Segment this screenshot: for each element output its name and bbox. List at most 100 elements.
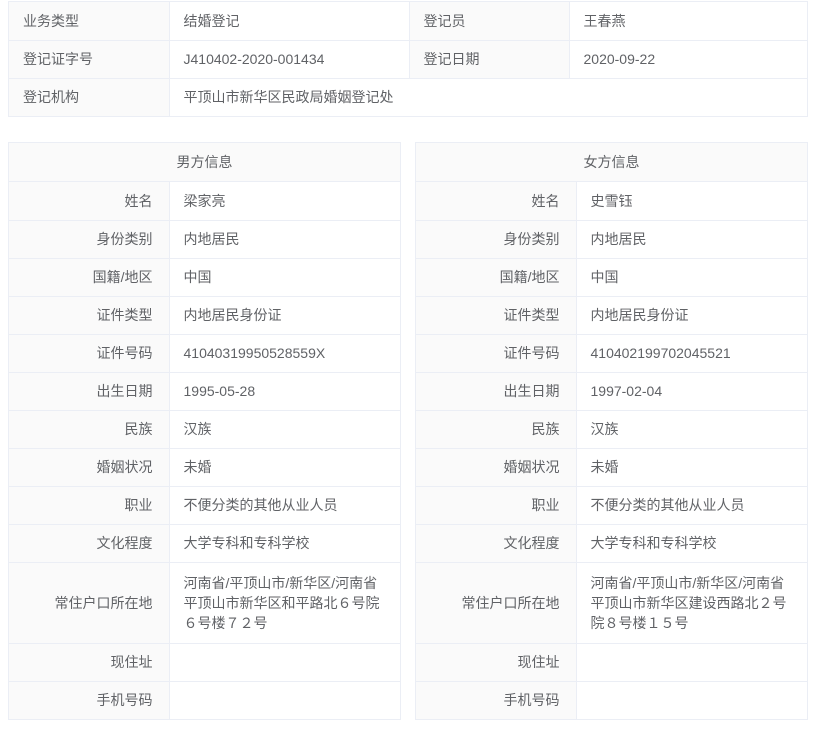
male-value-id-number: 41040319950528559X: [169, 334, 400, 373]
table-row: 文化程度 大学专科和专科学校: [416, 524, 807, 563]
table-row: 姓名 史雪钰: [416, 182, 807, 221]
table-row: 常住户口所在地 河南省/平顶山市/新华区/河南省平顶山市新华区建设西路北２号院８…: [416, 562, 807, 644]
table-row: 身份类别 内地居民: [416, 220, 807, 259]
table-row: 国籍/地区 中国: [9, 258, 400, 297]
table-row: 婚姻状况 未婚: [416, 448, 807, 487]
male-value-current-address: [169, 643, 400, 682]
table-row: 文化程度 大学专科和专科学校: [9, 524, 400, 563]
table-row: 手机号码: [416, 681, 807, 720]
male-value-identity-type: 内地居民: [169, 220, 400, 259]
female-label-mobile-number: 手机号码: [416, 681, 577, 720]
summary-label-agency: 登记机构: [9, 78, 170, 117]
female-value-name: 史雪钰: [576, 182, 807, 221]
summary-label-register-date: 登记日期: [409, 40, 570, 79]
female-label-occupation: 职业: [416, 486, 577, 525]
table-row: 登记证字号 J410402-2020-001434 登记日期 2020-09-2…: [9, 40, 807, 79]
female-value-household-address: 河南省/平顶山市/新华区/河南省平顶山市新华区建设西路北２号院８号楼１５号: [576, 562, 807, 644]
male-panel-title: 男方信息: [9, 143, 400, 182]
female-label-birth-date: 出生日期: [416, 372, 577, 411]
female-value-marital-status: 未婚: [576, 448, 807, 487]
female-label-current-address: 现住址: [416, 643, 577, 682]
male-label-occupation: 职业: [9, 486, 170, 525]
summary-value-certificate-no: J410402-2020-001434: [169, 40, 410, 79]
table-row: 现住址: [9, 643, 400, 682]
female-label-name: 姓名: [416, 182, 577, 221]
table-row: 出生日期 1997-02-04: [416, 372, 807, 411]
table-row: 职业 不便分类的其他从业人员: [416, 486, 807, 525]
male-label-id-doc-type: 证件类型: [9, 296, 170, 335]
male-label-id-number: 证件号码: [9, 334, 170, 373]
table-row: 证件类型 内地居民身份证: [416, 296, 807, 335]
table-row: 职业 不便分类的其他从业人员: [9, 486, 400, 525]
table-row: 姓名 梁家亮: [9, 182, 400, 221]
male-value-occupation: 不便分类的其他从业人员: [169, 486, 400, 525]
table-row: 证件号码 41040319950528559X: [9, 334, 400, 373]
male-label-name: 姓名: [9, 182, 170, 221]
male-label-identity-type: 身份类别: [9, 220, 170, 259]
table-row: 现住址: [416, 643, 807, 682]
female-label-id-number: 证件号码: [416, 334, 577, 373]
male-label-nationality: 国籍/地区: [9, 258, 170, 297]
summary-value-register-date: 2020-09-22: [569, 40, 807, 79]
male-value-household-address: 河南省/平顶山市/新华区/河南省平顶山市新华区和平路北６号院６号楼７２号: [169, 562, 400, 644]
female-value-identity-type: 内地居民: [576, 220, 807, 259]
summary-label-registrar: 登记员: [409, 2, 570, 41]
female-label-education: 文化程度: [416, 524, 577, 563]
female-value-nationality: 中国: [576, 258, 807, 297]
table-row: 登记机构 平顶山市新华区民政局婚姻登记处: [9, 78, 807, 117]
table-row: 出生日期 1995-05-28: [9, 372, 400, 411]
male-label-household-address: 常住户口所在地: [9, 562, 170, 644]
male-value-marital-status: 未婚: [169, 448, 400, 487]
female-value-occupation: 不便分类的其他从业人员: [576, 486, 807, 525]
party-detail-panels: 男方信息 姓名 梁家亮 身份类别 内地居民 国籍/地区 中国 证件类型 内地居民…: [0, 142, 817, 720]
female-label-marital-status: 婚姻状况: [416, 448, 577, 487]
female-label-id-doc-type: 证件类型: [416, 296, 577, 335]
table-row: 国籍/地区 中国: [416, 258, 807, 297]
table-row: 民族 汉族: [416, 410, 807, 449]
male-value-id-doc-type: 内地居民身份证: [169, 296, 400, 335]
female-info-grid: 姓名 史雪钰 身份类别 内地居民 国籍/地区 中国 证件类型 内地居民身份证 证…: [416, 182, 807, 720]
female-label-identity-type: 身份类别: [416, 220, 577, 259]
female-label-household-address: 常住户口所在地: [416, 562, 577, 644]
male-label-birth-date: 出生日期: [9, 372, 170, 411]
male-label-current-address: 现住址: [9, 643, 170, 682]
male-value-nationality: 中国: [169, 258, 400, 297]
table-row: 婚姻状况 未婚: [9, 448, 400, 487]
summary-label-certificate-no: 登记证字号: [9, 40, 170, 79]
summary-value-business-type: 结婚登记: [169, 2, 410, 41]
male-value-birth-date: 1995-05-28: [169, 372, 400, 411]
table-row: 民族 汉族: [9, 410, 400, 449]
female-value-id-number: 410402199702045521: [576, 334, 807, 373]
male-value-ethnicity: 汉族: [169, 410, 400, 449]
male-label-mobile-number: 手机号码: [9, 681, 170, 720]
summary-value-registrar: 王春燕: [569, 2, 807, 41]
female-value-education: 大学专科和专科学校: [576, 524, 807, 563]
table-row: 身份类别 内地居民: [9, 220, 400, 259]
summary-value-agency: 平顶山市新华区民政局婚姻登记处: [169, 78, 807, 117]
female-value-id-doc-type: 内地居民身份证: [576, 296, 807, 335]
male-value-mobile-number: [169, 681, 400, 720]
male-label-marital-status: 婚姻状况: [9, 448, 170, 487]
female-value-mobile-number: [576, 681, 807, 720]
female-label-ethnicity: 民族: [416, 410, 577, 449]
summary-grid: 业务类型 结婚登记 登记员 王春燕 登记证字号 J410402-2020-001…: [9, 2, 807, 117]
table-row: 业务类型 结婚登记 登记员 王春燕: [9, 2, 807, 41]
male-label-ethnicity: 民族: [9, 410, 170, 449]
table-row: 手机号码: [9, 681, 400, 720]
female-label-nationality: 国籍/地区: [416, 258, 577, 297]
registration-summary-table: 业务类型 结婚登记 登记员 王春燕 登记证字号 J410402-2020-001…: [8, 1, 808, 117]
female-value-current-address: [576, 643, 807, 682]
summary-label-business-type: 业务类型: [9, 2, 170, 41]
male-value-name: 梁家亮: [169, 182, 400, 221]
female-value-ethnicity: 汉族: [576, 410, 807, 449]
male-info-panel: 男方信息 姓名 梁家亮 身份类别 内地居民 国籍/地区 中国 证件类型 内地居民…: [8, 142, 401, 720]
table-row: 常住户口所在地 河南省/平顶山市/新华区/河南省平顶山市新华区和平路北６号院６号…: [9, 562, 400, 644]
male-value-education: 大学专科和专科学校: [169, 524, 400, 563]
male-info-grid: 姓名 梁家亮 身份类别 内地居民 国籍/地区 中国 证件类型 内地居民身份证 证…: [9, 182, 400, 720]
male-label-education: 文化程度: [9, 524, 170, 563]
table-row: 证件号码 410402199702045521: [416, 334, 807, 373]
female-info-panel: 女方信息 姓名 史雪钰 身份类别 内地居民 国籍/地区 中国 证件类型 内地居民…: [415, 142, 808, 720]
table-row: 证件类型 内地居民身份证: [9, 296, 400, 335]
female-value-birth-date: 1997-02-04: [576, 372, 807, 411]
female-panel-title: 女方信息: [416, 143, 807, 182]
